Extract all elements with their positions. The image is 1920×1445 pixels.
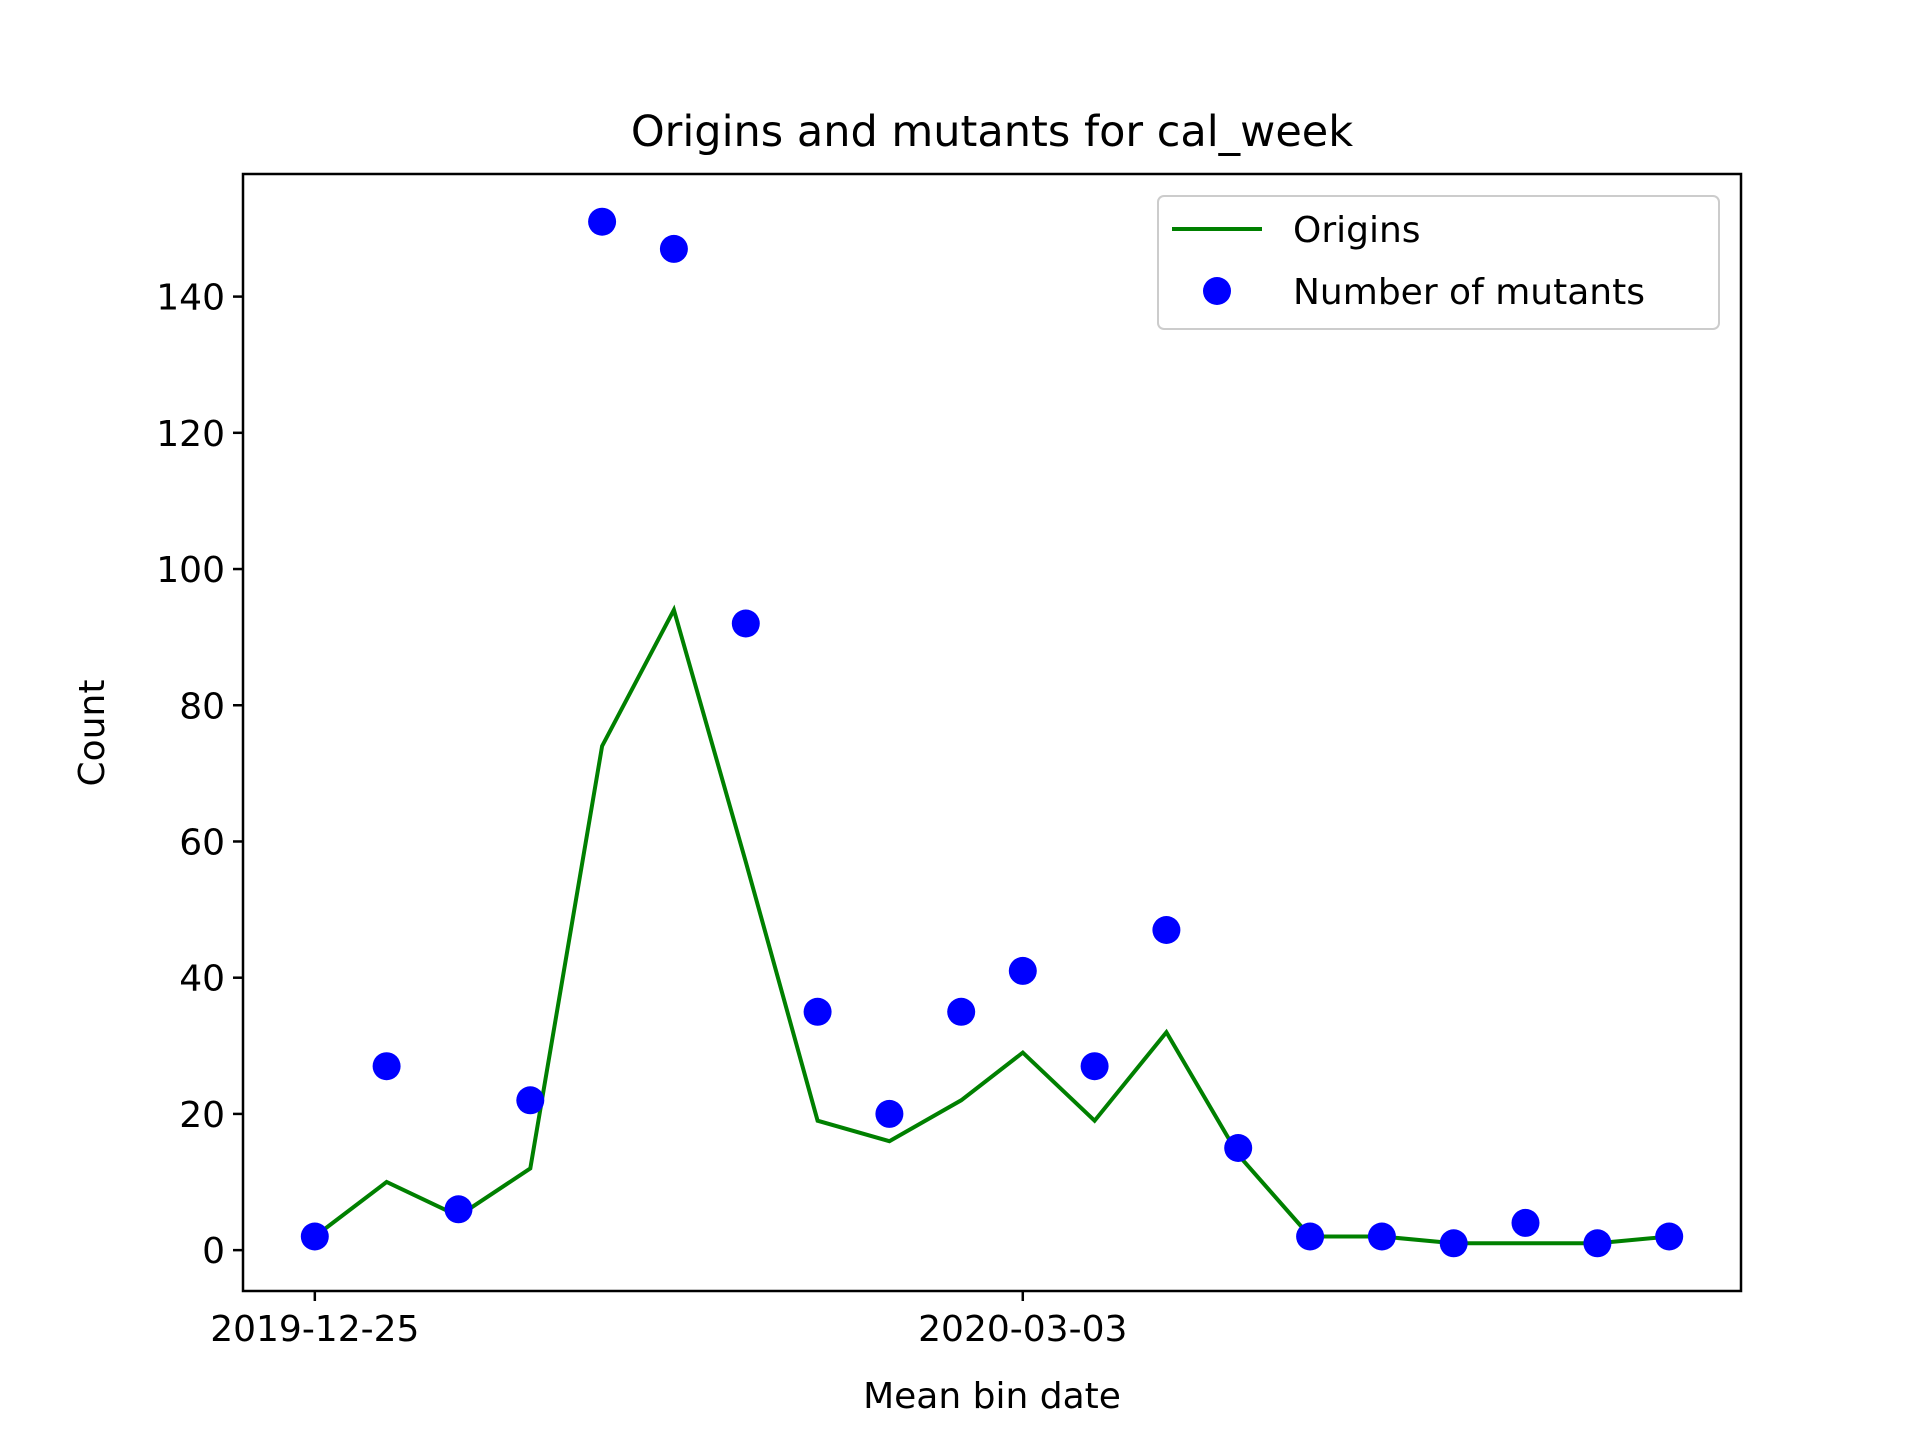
- mutant-point: [588, 207, 617, 236]
- x-tick-label: 2020-03-03: [918, 1309, 1127, 1350]
- x-tick-label: 2019-12-25: [210, 1309, 419, 1350]
- mutant-point: [1080, 1052, 1109, 1081]
- mutant-point: [731, 609, 760, 638]
- x-axis-label: Mean bin date: [863, 1376, 1121, 1417]
- y-tick-label: 40: [179, 959, 225, 1000]
- mutant-point: [300, 1222, 329, 1251]
- y-tick-label: 20: [179, 1095, 225, 1136]
- y-tick-label: 120: [156, 414, 225, 455]
- origins-line: [313, 604, 1670, 1246]
- plot-frame: [241, 172, 1743, 1293]
- mutant-point: [947, 997, 976, 1026]
- y-axis-ticks: 0 20 40 60 80 100 120 140: [156, 278, 243, 1272]
- mutant-point: [1296, 1222, 1325, 1251]
- mutant-point: [516, 1086, 545, 1115]
- legend-box: [1157, 195, 1720, 330]
- mutant-point: [372, 1052, 401, 1081]
- mutant-point: [1655, 1222, 1684, 1251]
- y-tick-label: 0: [202, 1231, 225, 1272]
- y-tick-label: 80: [179, 686, 225, 727]
- series-layer: [300, 207, 1684, 1258]
- legend: Origins Number of mutants: [1157, 195, 1720, 330]
- mutant-point: [1511, 1208, 1540, 1237]
- mutant-point: [1152, 916, 1181, 944]
- mutant-point: [444, 1195, 473, 1224]
- y-tick-label: 100: [156, 550, 225, 591]
- y-tick-label: 60: [179, 822, 225, 863]
- mutant-point: [803, 997, 832, 1026]
- legend-label-origins: Origins: [1293, 210, 1421, 251]
- chart-title: Origins and mutants for cal_week: [631, 107, 1353, 157]
- mutant-point: [1008, 956, 1037, 985]
- mutant-point: [659, 234, 688, 263]
- mutant-point: [1367, 1222, 1396, 1251]
- mutant-point: [1439, 1229, 1468, 1258]
- mutant-point: [875, 1099, 904, 1128]
- y-axis-label: Count: [72, 680, 113, 787]
- x-axis-ticks: 2019-12-25 2020-03-03: [210, 1291, 1127, 1350]
- y-tick-label: 140: [156, 278, 225, 319]
- mutant-point: [1583, 1229, 1612, 1258]
- legend-dot-swatch: [1203, 277, 1231, 305]
- mutant-point: [1224, 1134, 1253, 1162]
- legend-label-mutants: Number of mutants: [1293, 272, 1645, 313]
